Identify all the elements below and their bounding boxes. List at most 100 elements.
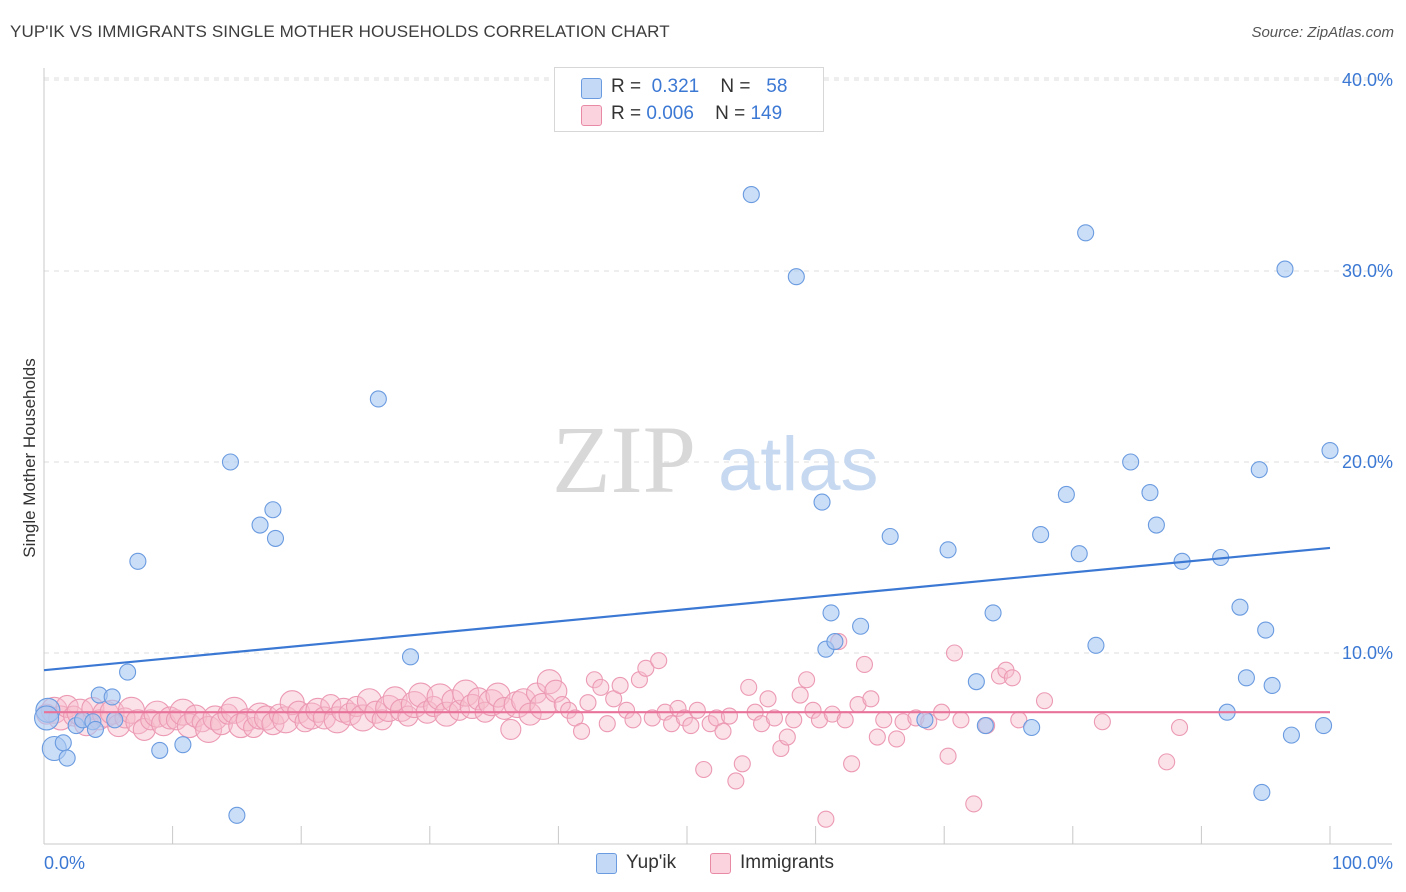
- watermark: ZIP atlas: [552, 406, 879, 513]
- x-tick-label: 0.0%: [44, 853, 85, 873]
- grid: [44, 77, 1392, 654]
- watermark-atlas: atlas: [718, 422, 879, 507]
- yupik-point: [852, 617, 870, 635]
- yupik-point: [1237, 669, 1255, 687]
- yupik-point: [1315, 717, 1333, 735]
- immigrants-point: [894, 713, 912, 731]
- y-tick-label: 40.0%: [1342, 70, 1393, 90]
- yupik-point: [984, 604, 1002, 622]
- legend-swatch-yupik: [581, 78, 602, 99]
- trend-lines: [43, 546, 1331, 714]
- immigrants-point: [695, 760, 713, 779]
- immigrants-point: [965, 795, 983, 813]
- immigrants-point: [817, 810, 835, 828]
- immigrants-point: [1170, 718, 1189, 737]
- immigrants-point: [843, 755, 861, 773]
- immigrants-point: [624, 711, 642, 729]
- y-tick-label: 20.0%: [1342, 452, 1393, 472]
- x-tick-label: 100.0%: [1332, 853, 1393, 873]
- immigrants-point: [714, 722, 732, 740]
- yupik-point: [1077, 224, 1095, 242]
- y-tick-label: 10.0%: [1342, 643, 1393, 663]
- yupik-trend-line: [43, 546, 1331, 672]
- yupik-points: [34, 186, 1339, 824]
- y-tick-label: 30.0%: [1342, 261, 1393, 281]
- immigrants-point: [791, 686, 809, 704]
- immigrants-point: [836, 711, 854, 729]
- yupik-point: [1032, 526, 1050, 544]
- immigrants-point: [740, 678, 758, 696]
- source-label: Source: ZipAtlas.com: [1251, 24, 1394, 41]
- yupik-point: [401, 648, 420, 666]
- yupik-point: [266, 529, 285, 547]
- y-axis-label: Single Mother Households: [20, 358, 39, 558]
- immigrants-point: [220, 696, 248, 724]
- immigrants-point: [195, 715, 223, 743]
- yupik-point: [1057, 485, 1075, 504]
- immigrants-point: [798, 671, 816, 689]
- immigrants-point: [862, 690, 880, 708]
- immigrants-point: [320, 694, 342, 716]
- immigrants-point: [855, 655, 874, 674]
- chart-title: YUP'IK VS IMMIGRANTS SINGLE MOTHER HOUSE…: [10, 22, 670, 41]
- yupik-point: [742, 186, 760, 204]
- yupik-point: [369, 390, 387, 408]
- yupik-point: [1321, 441, 1339, 460]
- immigrants-point: [868, 728, 886, 746]
- immigrants-point: [720, 707, 738, 725]
- yupik-point: [106, 711, 124, 729]
- yupik-point: [976, 717, 994, 735]
- immigrants-point: [1003, 669, 1021, 687]
- yupik-point: [86, 720, 104, 738]
- immigrants-point: [650, 652, 668, 670]
- watermark-zip: ZIP: [552, 406, 696, 513]
- legend-n-value: 149: [750, 103, 783, 124]
- yupik-point: [103, 688, 121, 706]
- immigrants-point: [637, 659, 655, 677]
- immigrants-point: [305, 697, 331, 723]
- immigrants-point: [452, 679, 480, 707]
- immigrants-point: [618, 701, 636, 719]
- yupik-point: [822, 604, 840, 622]
- legend-r-value: 0.006: [646, 103, 694, 124]
- legend-n-label: N =: [720, 76, 751, 97]
- yupik-point: [251, 516, 269, 534]
- immigrants-point: [733, 755, 751, 773]
- series-label-yupik: Yup'ik: [626, 852, 677, 873]
- immigrants-point: [701, 715, 719, 733]
- immigrants-point: [1035, 692, 1054, 710]
- legend-r-label: R =: [611, 76, 642, 97]
- immigrants-point: [939, 747, 957, 765]
- yupik-point: [1023, 718, 1041, 737]
- yupik-point: [119, 663, 137, 681]
- immigrants-point: [592, 678, 610, 696]
- immigrants-point: [778, 728, 796, 746]
- immigrants-point: [875, 711, 893, 729]
- yupik-point: [813, 493, 831, 511]
- yupik-point: [916, 711, 934, 729]
- correlation-legend: R = 0.321 N = 58 R = 0.006 N = 149: [554, 67, 824, 132]
- yupik-point: [34, 705, 60, 731]
- yupik-point: [1087, 636, 1105, 654]
- series-swatch-yupik: [596, 853, 617, 874]
- legend-r-value: 0.321: [651, 76, 700, 97]
- immigrants-point: [132, 717, 156, 741]
- yupik-point: [151, 741, 169, 759]
- yupik-point: [1147, 516, 1165, 534]
- immigrants-point: [485, 682, 511, 708]
- immigrants-point: [579, 694, 597, 712]
- yupik-point: [1282, 726, 1300, 744]
- yupik-point: [1263, 676, 1281, 695]
- immigrants-point: [611, 676, 629, 695]
- immigrants-point: [765, 709, 783, 727]
- immigrants-point: [727, 772, 745, 790]
- yupik-point: [228, 806, 246, 824]
- immigrants-point: [952, 711, 970, 729]
- yupik-point: [1253, 783, 1271, 801]
- immigrants-point: [500, 718, 522, 740]
- yupik-point: [787, 268, 805, 286]
- immigrants-point: [572, 722, 591, 740]
- immigrants-point: [804, 701, 822, 719]
- yupik-point: [1122, 453, 1140, 471]
